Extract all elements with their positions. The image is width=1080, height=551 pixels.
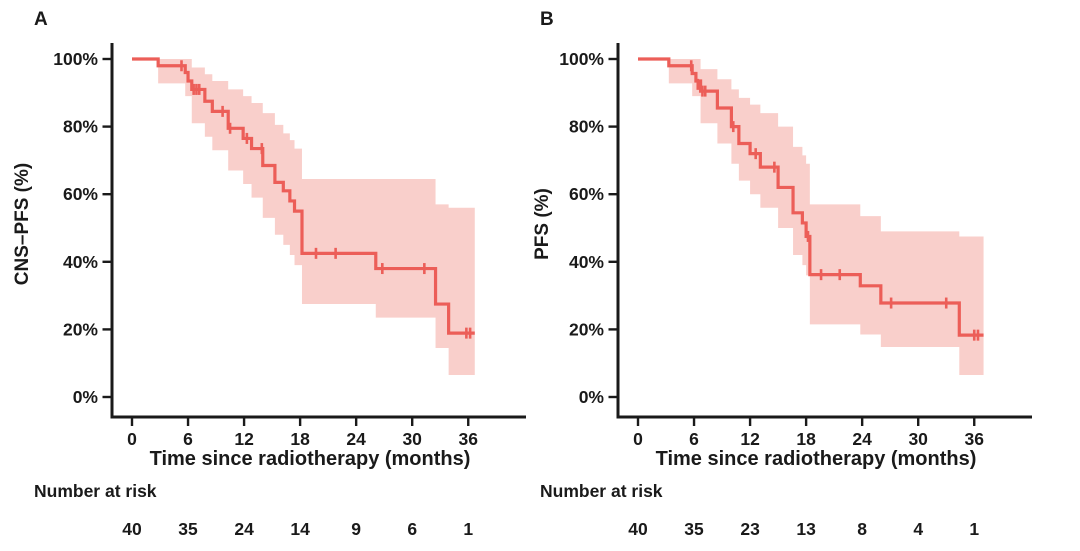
x-tick-label: 18 <box>290 429 310 449</box>
y-tick-label: 100% <box>559 49 604 69</box>
y-tick-label: 60% <box>63 184 98 204</box>
y-tick-label: 80% <box>569 117 604 137</box>
x-tick-label: 0 <box>633 429 643 449</box>
confidence-band <box>638 59 984 376</box>
y-tick-label: 20% <box>569 319 604 339</box>
risk-count: 1 <box>969 519 980 539</box>
number-at-risk-row: 40 35 24 14 9 6 1 <box>0 519 540 543</box>
x-tick-label: 36 <box>965 429 985 449</box>
x-tick-label: 24 <box>852 429 872 449</box>
y-tick-label: 60% <box>569 184 604 204</box>
risk-count: 6 <box>407 519 418 539</box>
risk-count: 4 <box>913 519 924 539</box>
km-plot-cns-pfs: 100% 80% 60% 40% 20% 0% 0 6 12 18 24 30 36 <box>53 43 526 449</box>
risk-count: 40 <box>122 519 142 539</box>
risk-count: 24 <box>234 519 254 539</box>
risk-count: 35 <box>178 519 198 539</box>
panel-letter-b: B <box>540 9 554 30</box>
y-tick-label: 0% <box>73 387 99 407</box>
panel-letter-a: A <box>34 9 48 30</box>
x-tick-label: 12 <box>234 429 254 449</box>
km-step-curve <box>132 57 475 335</box>
risk-count: 8 <box>857 519 868 539</box>
x-tick-label: 30 <box>908 429 928 449</box>
risk-count: 9 <box>351 519 362 539</box>
x-axis-title: Time since radiotherapy (months) <box>655 448 977 470</box>
y-tick-label: 100% <box>53 49 98 69</box>
y-tick-label: 40% <box>569 252 604 272</box>
number-at-risk-label: Number at risk <box>540 481 663 501</box>
x-tick-label: 30 <box>402 429 422 449</box>
censor-marks <box>689 60 980 341</box>
y-tick-label: 0% <box>579 387 605 407</box>
x-tick-label: 24 <box>346 429 366 449</box>
x-axis-title: Time since radiotherapy (months) <box>149 448 471 470</box>
y-tick-label: 40% <box>63 252 98 272</box>
number-at-risk-row: 40 35 23 13 8 4 1 <box>506 519 1046 543</box>
risk-count: 1 <box>463 519 474 539</box>
y-tick-label: 80% <box>63 117 98 137</box>
x-tick-label: 36 <box>459 429 479 449</box>
x-tick-label: 6 <box>689 429 699 449</box>
y-axis-title: PFS (%) <box>532 188 553 260</box>
risk-count: 40 <box>628 519 648 539</box>
km-plot-pfs: 100% 80% 60% 40% 20% 0% 0 6 12 18 24 30 36 <box>559 43 1032 449</box>
x-tick-label: 18 <box>796 429 816 449</box>
y-tick-label: 20% <box>63 319 98 339</box>
y-axis-title: CNS–PFS (%) <box>12 162 33 286</box>
risk-count: 13 <box>796 519 816 539</box>
km-step-curve <box>638 57 984 337</box>
x-tick-label: 0 <box>127 429 137 449</box>
km-panel-cns-pfs: 100% 80% 60% 40% 20% 0% 0 6 12 18 24 30 36 A CNS–PFS… <box>0 9 540 543</box>
x-tick-label: 6 <box>183 429 193 449</box>
number-at-risk-label: Number at risk <box>34 481 157 501</box>
risk-count: 23 <box>740 519 760 539</box>
censor-marks <box>180 60 472 339</box>
x-tick-label: 12 <box>740 429 760 449</box>
km-panel-pfs: 100% 80% 60% 40% 20% 0% 0 6 12 18 24 30 36 B PFS (%)… <box>506 0 1046 551</box>
risk-count: 35 <box>684 519 704 539</box>
risk-count: 14 <box>290 519 310 539</box>
